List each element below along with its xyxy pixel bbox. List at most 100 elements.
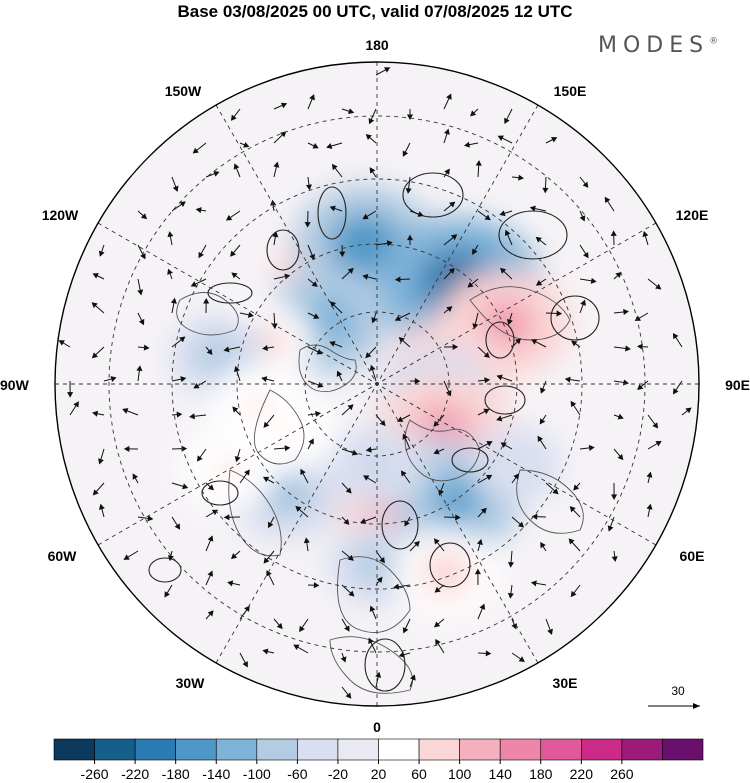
wind-vector-head-18 — [464, 141, 471, 148]
wind-vector-head-235 — [570, 590, 577, 598]
wind-vector-head-204 — [531, 513, 538, 520]
wind-vector-head-43 — [449, 201, 456, 208]
wind-vector-head-128 — [369, 364, 376, 371]
wind-vector-head-215 — [379, 556, 385, 564]
wind-vector-head-214 — [347, 554, 354, 561]
lon-label-60w: 60W — [48, 548, 78, 564]
wind-vector-head-81 — [615, 272, 622, 279]
wind-vector-head-90 — [329, 301, 337, 308]
wind-vector-head-119 — [67, 392, 74, 398]
wind-vector-head-168 — [486, 441, 493, 447]
wind-vector-head-0 — [384, 67, 391, 73]
wind-vector-head-30 — [475, 160, 482, 166]
colorbar-swatch-1 — [94, 738, 136, 761]
wind-vector-head-256 — [345, 692, 352, 699]
wind-vector-head-104 — [206, 348, 213, 355]
wind-vector-head-80 — [590, 277, 597, 284]
wind-vector-head-156 — [685, 407, 692, 414]
wind-vector-head-206 — [607, 525, 614, 532]
wind-vector-head-75 — [394, 276, 401, 283]
colorbar-label-7: 20 — [371, 766, 387, 782]
wind-vector-head-120 — [110, 376, 117, 382]
wind-vector-head-47 — [579, 215, 586, 222]
wind-vector-head-123 — [193, 382, 200, 389]
wind-vector-head-253 — [435, 638, 441, 646]
wind-vector-head-63 — [583, 251, 589, 259]
wind-vector-head-109 — [365, 352, 372, 359]
wind-vector-head-14 — [326, 143, 333, 149]
wind-vector-head-218 — [476, 538, 483, 546]
lon-label-30w: 30W — [176, 675, 206, 691]
wind-vector-head-10 — [192, 147, 199, 154]
wind-vector-head-181 — [345, 487, 352, 494]
wind-vector-head-106 — [262, 344, 269, 351]
wind-vector-head-110 — [398, 336, 405, 343]
wind-vector-head-137 — [672, 388, 679, 395]
wind-vector-head-248 — [262, 648, 269, 655]
wind-vector-head-146 — [347, 404, 354, 411]
wind-vector-head-34 — [140, 213, 148, 220]
wind-vector-head-171 — [588, 444, 595, 451]
wind-vector-head-103 — [179, 336, 186, 343]
wind-vector-head-188 — [573, 484, 580, 491]
wind-vector-head-153 — [570, 400, 577, 408]
wind-vector-head-50 — [140, 253, 146, 260]
colorbar-label-10: 140 — [489, 766, 513, 782]
wind-vector-head-108 — [329, 341, 336, 347]
wind-vector-head-227 — [313, 582, 320, 589]
anomaly-core-12 — [442, 485, 474, 514]
wind-vector-head-115 — [571, 340, 578, 347]
lon-label-90w: 90W — [0, 377, 30, 393]
wind-vector-head-27 — [369, 167, 376, 174]
colorbar-label-0: -260 — [81, 766, 109, 782]
wind-vector-head-37 — [225, 214, 233, 221]
lon-label-120w: 120W — [42, 207, 79, 223]
wind-vector-head-255 — [518, 656, 525, 662]
reference-vector-label: 30 — [671, 684, 685, 698]
wind-vector-head-224 — [207, 570, 213, 577]
wind-vector-head-147 — [379, 419, 386, 427]
wind-vector-head-202 — [480, 507, 487, 514]
wind-vector-head-69 — [190, 281, 197, 287]
wind-vector-head-257 — [375, 671, 382, 678]
wind-vector-head-67 — [137, 289, 144, 296]
wind-vector-head-35 — [179, 201, 186, 207]
wind-vector-head-155 — [652, 422, 659, 429]
wind-vector-head-217 — [433, 538, 440, 545]
wind-vector-head-148 — [397, 416, 404, 422]
wind-vector-head-178 — [244, 469, 250, 476]
wind-vector-head-124 — [234, 365, 240, 373]
wind-vector-head-239 — [299, 625, 305, 633]
anomaly-core-13 — [272, 479, 301, 505]
colorbar-swatch-15 — [662, 738, 704, 761]
wind-vector-head-100 — [58, 340, 65, 346]
wind-vector-head-65 — [642, 230, 649, 238]
wind-vector-head-195 — [223, 514, 230, 521]
wind-vector-head-16 — [402, 150, 409, 157]
wind-vector-head-25 — [305, 184, 312, 191]
anomaly-core-20 — [246, 394, 270, 416]
wind-vector-head-117 — [637, 343, 643, 350]
wind-vector-head-230 — [393, 583, 400, 590]
wind-vector-head-58 — [406, 234, 414, 241]
colorbar-label-5: -60 — [287, 766, 307, 782]
wind-vector-head-183 — [400, 470, 407, 477]
wind-vector-head-54 — [272, 231, 279, 238]
wind-vector-head-246 — [547, 628, 553, 635]
colorbar-swatch-4 — [215, 738, 258, 761]
wind-vector-head-13 — [312, 143, 319, 149]
wind-vector-head-84 — [138, 318, 145, 326]
wind-vector-head-87 — [247, 311, 254, 318]
wind-vector-head-133 — [540, 387, 546, 394]
wind-vector-head-197 — [295, 505, 302, 512]
reference-vector — [648, 703, 700, 709]
wind-vector-head-118 — [672, 332, 679, 340]
wind-vector-head-96 — [556, 310, 563, 317]
wind-vector-head-226 — [266, 570, 272, 577]
wind-vector-head-151 — [496, 415, 503, 422]
wind-vector-head-55 — [309, 253, 315, 261]
colorbar-label-8: 60 — [411, 766, 427, 782]
wind-vector-head-49 — [98, 250, 105, 257]
wind-vector-head-82 — [655, 283, 662, 290]
wind-vector-head-95 — [506, 318, 513, 326]
